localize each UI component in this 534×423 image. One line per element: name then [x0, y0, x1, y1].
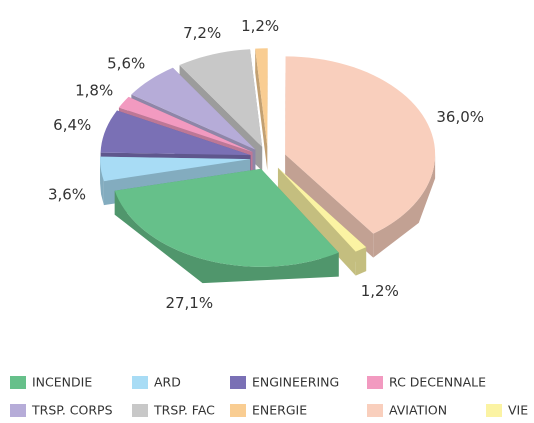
slice-side [255, 48, 268, 171]
data-label: 27,1% [165, 294, 213, 312]
legend-label: ARD [154, 375, 181, 390]
legend-label: VIE [508, 403, 528, 418]
legend-swatch [132, 404, 148, 417]
legend-label: RC DECENNALE [389, 375, 486, 390]
slice-top [100, 110, 251, 156]
slice-top [179, 49, 263, 147]
slice-top [131, 67, 256, 150]
data-label: 6,4% [53, 116, 91, 134]
data-label: 5,6% [107, 55, 145, 73]
legend-swatch [132, 376, 148, 389]
slice-top [100, 156, 251, 182]
slice-side [277, 167, 356, 276]
legend-label: ENGINEERING [252, 375, 339, 390]
slice-top [255, 48, 268, 147]
slice-wall [114, 190, 339, 284]
slice-wall [355, 247, 367, 276]
slice-wall [373, 154, 436, 258]
legend-swatch [230, 404, 246, 417]
slice-top [277, 167, 367, 252]
legend-label: ENERGIE [252, 403, 307, 418]
slice-top [114, 168, 339, 267]
slice-top [285, 56, 436, 234]
legend-label: TRSP. CORPS [31, 403, 113, 418]
slice [277, 167, 367, 276]
slice [285, 56, 436, 258]
slice-wall [100, 159, 104, 206]
data-label: 36,0% [436, 108, 484, 126]
legend-swatch [230, 376, 246, 389]
legend-label: TRSP. FAC [153, 403, 215, 418]
legend-label: INCENDIE [32, 375, 92, 390]
legend-swatch [10, 376, 26, 389]
slice [255, 48, 268, 171]
data-label: 1,2% [361, 282, 399, 300]
legend-swatch [10, 404, 26, 417]
data-label: 7,2% [183, 24, 221, 42]
legend-swatch [486, 404, 502, 417]
legend-swatch [367, 376, 383, 389]
slice-top [118, 96, 253, 153]
legend-swatch [367, 404, 383, 417]
data-label: 1,8% [75, 81, 113, 99]
data-label: 1,2% [241, 17, 279, 35]
legend-label: AVIATION [389, 403, 447, 418]
slice [114, 168, 339, 284]
slice-side [285, 154, 374, 258]
data-label: 3,6% [48, 186, 86, 204]
